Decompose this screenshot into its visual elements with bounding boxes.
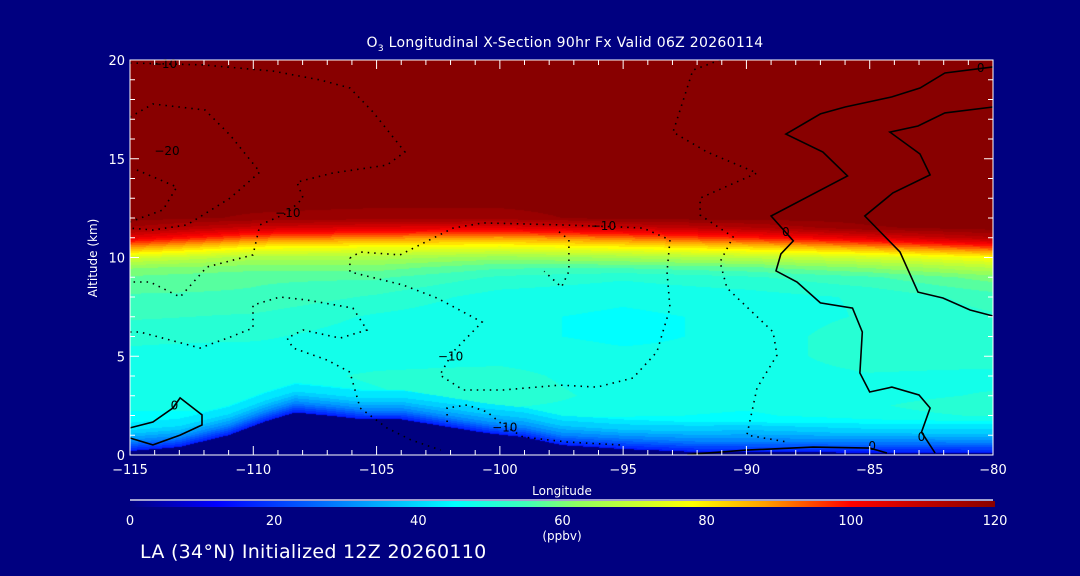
contour-line-minus10 — [130, 296, 441, 451]
colorbar — [130, 501, 995, 507]
x-tick-label: −90 — [733, 463, 760, 478]
contour-label: 0 — [868, 439, 876, 453]
colorbar-tick-label: 0 — [126, 514, 134, 529]
contour-line-minus20 — [129, 103, 262, 231]
colorbar-tick-label: 80 — [698, 514, 715, 529]
colorbar-tick-label: 60 — [554, 514, 571, 529]
y-tick-label: 15 — [108, 153, 125, 168]
contour-label: 0 — [977, 61, 985, 75]
y-tick-label: 20 — [108, 54, 125, 69]
ozone-heatmap — [130, 60, 993, 455]
contour-label: −10 — [492, 420, 517, 434]
contour-label: −20 — [154, 144, 179, 158]
colorbar-tick-label: 120 — [983, 514, 1008, 529]
colorbar-tick-label: 20 — [266, 514, 283, 529]
plot-frame — [129, 59, 994, 456]
title-o: O — [366, 35, 378, 51]
x-tick-label: −115 — [112, 463, 148, 478]
colorbar-tick-label: 100 — [838, 514, 863, 529]
x-tick-label: −85 — [856, 463, 883, 478]
colorbar-units-label: (ppbv) — [542, 529, 581, 543]
contour-line-minus10 — [349, 222, 671, 391]
contour-line-0 — [769, 66, 994, 454]
y-tick-label: 5 — [117, 350, 125, 365]
y-tick-label: 10 — [108, 252, 125, 267]
contour-label: −10 — [438, 349, 463, 363]
x-tick-label: −80 — [979, 463, 1006, 478]
chart-title: O3 Longitudinal X-Section 90hr Fx Valid … — [0, 35, 1080, 54]
contour-label: −10 — [275, 206, 300, 220]
contour-line-minus20 — [129, 169, 178, 223]
x-axis-label: Longitude — [532, 484, 592, 498]
contour-line-0 — [129, 396, 203, 446]
x-tick-label: −95 — [609, 463, 636, 478]
x-tick-label: −105 — [359, 463, 395, 478]
contour-label: −10 — [591, 219, 616, 233]
contour-label: −10 — [152, 57, 177, 71]
contour-label: 0 — [171, 399, 179, 413]
contour-line-minus10 — [446, 404, 624, 446]
contour-line-minus10 — [543, 231, 570, 289]
colorbar-tick-label: 40 — [410, 514, 427, 529]
x-tick-label: −100 — [482, 463, 518, 478]
title-subscript: 3 — [377, 43, 384, 54]
x-tick-label: −110 — [235, 463, 271, 478]
title-rest: Longitudinal X-Section 90hr Fx Valid 06Z… — [383, 35, 764, 51]
footer-init-label: LA (34°N) Initialized 12Z 20260110 — [140, 541, 487, 563]
contour-label: 0 — [918, 430, 926, 444]
contour-line-0 — [863, 106, 994, 317]
contour-line-minus10 — [129, 62, 407, 298]
contour-line-0 — [687, 446, 888, 456]
contour-line-minus10 — [672, 59, 788, 443]
y-tick-label: 0 — [117, 449, 125, 464]
contour-label: 0 — [782, 225, 790, 239]
y-axis-label: Altitude (km) — [86, 219, 100, 298]
